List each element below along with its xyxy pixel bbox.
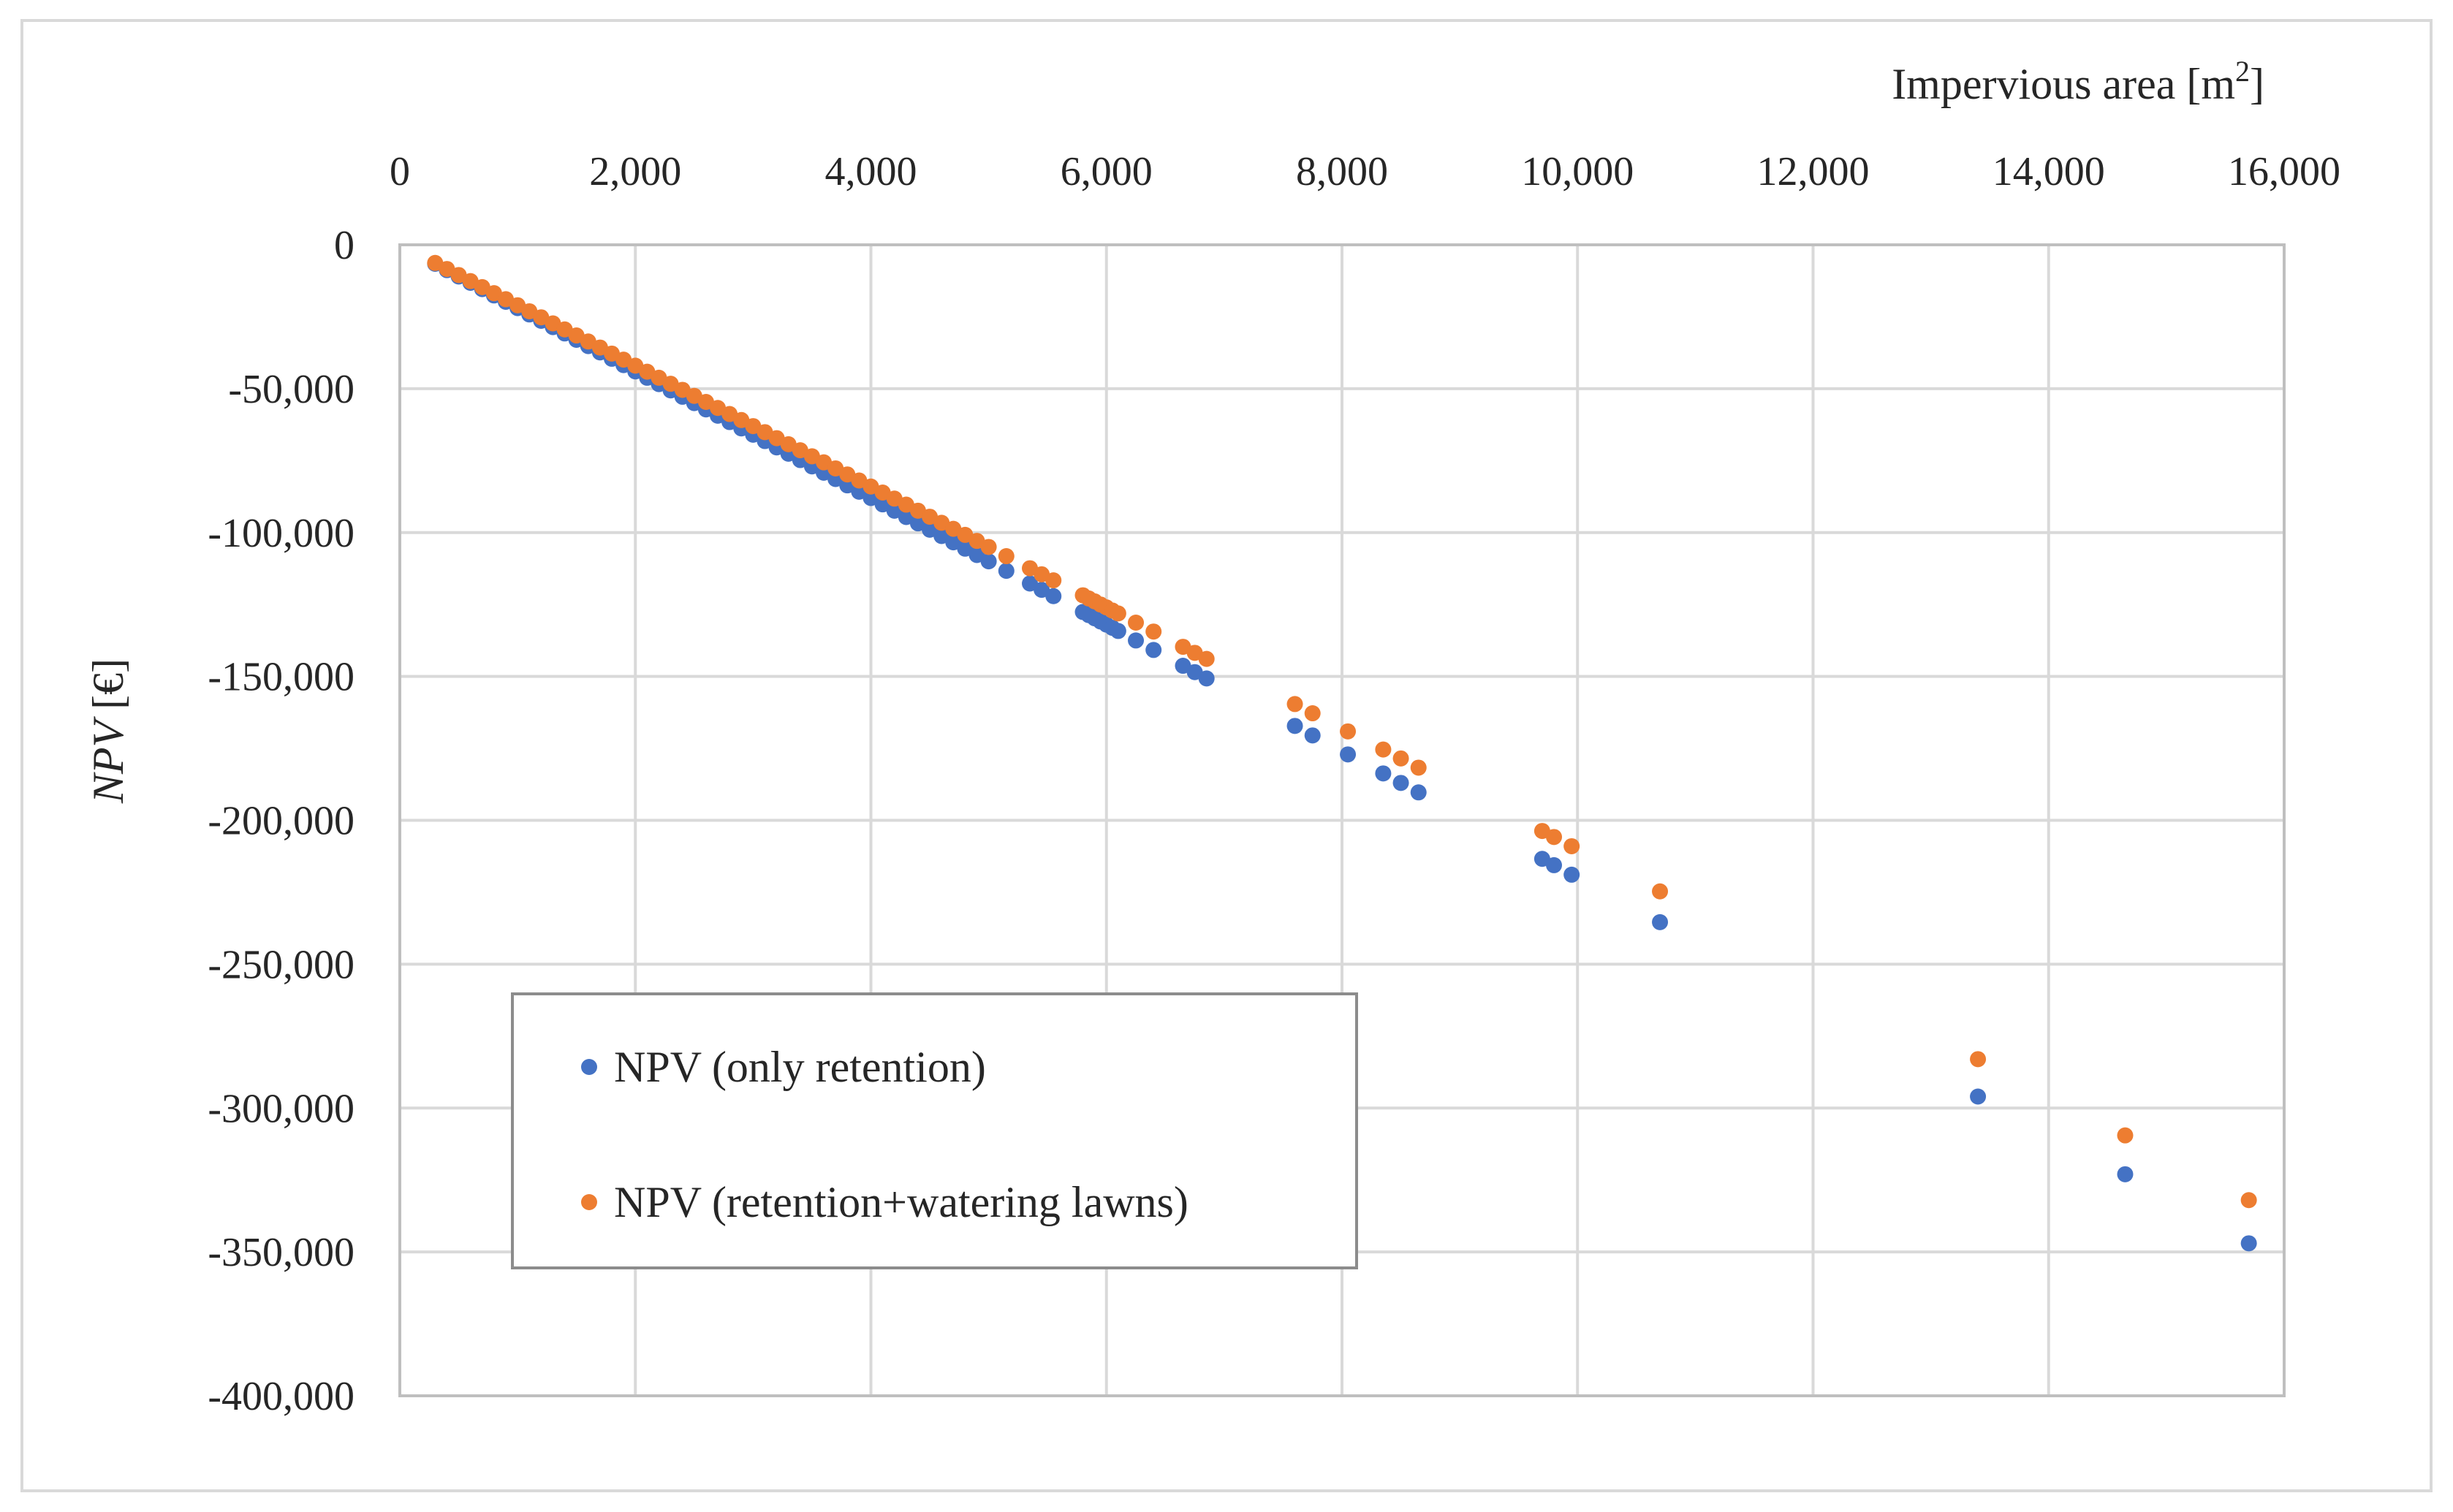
data-point <box>1410 759 1427 776</box>
legend-marker-only-retention <box>581 1059 597 1075</box>
legend-marker-retention-watering <box>581 1194 597 1210</box>
data-point <box>980 539 997 555</box>
data-point <box>1563 837 1580 854</box>
y-tick-label: -350,000 <box>208 1230 355 1275</box>
data-point <box>1186 664 1203 680</box>
x-tick-label: 14,000 <box>1993 149 2105 194</box>
y-tick-label: -50,000 <box>228 367 355 412</box>
y-tick-label: -400,000 <box>208 1374 355 1419</box>
data-point <box>968 547 985 563</box>
data-point <box>980 553 997 570</box>
x-tick-label: 2,000 <box>589 149 681 194</box>
data-point <box>1970 1051 1987 1068</box>
data-point <box>922 521 939 538</box>
data-point <box>1410 784 1427 801</box>
y-tick-label: -200,000 <box>208 799 355 844</box>
x-tick-label: 8,000 <box>1296 149 1388 194</box>
data-point <box>1198 670 1215 687</box>
data-point <box>1392 775 1409 791</box>
y-tick-label: 0 <box>334 223 355 268</box>
data-point <box>933 528 950 544</box>
data-point <box>1175 658 1191 675</box>
data-point <box>1392 750 1409 767</box>
x-axis-title: Impervious area [m2] <box>1892 55 2264 108</box>
data-point <box>1145 642 1162 658</box>
x-tick-label: 12,000 <box>1757 149 1870 194</box>
data-point <box>898 509 914 525</box>
x-axis-title-superscript: 2 <box>2235 55 2250 88</box>
data-point <box>1034 582 1050 599</box>
y-tick-label: -300,000 <box>208 1086 355 1131</box>
data-series <box>427 254 2257 1252</box>
legend-label-retention-watering: NPV (retention+watering lawns) <box>614 1178 1188 1226</box>
data-point <box>1563 866 1580 883</box>
data-point <box>957 540 974 557</box>
data-point <box>1128 614 1145 631</box>
data-point <box>909 515 926 532</box>
y-tick-label: -100,000 <box>208 511 355 556</box>
x-tick-label: 10,000 <box>1521 149 1634 194</box>
data-point <box>1340 723 1357 740</box>
plot-area-frame <box>398 243 2286 1397</box>
chart-area-border <box>20 19 2433 1492</box>
series-only-retention <box>427 255 2257 1252</box>
data-point <box>1970 1088 1987 1105</box>
data-point <box>2240 1235 2257 1252</box>
legend: NPV (only retention) NPV (retention+wate… <box>511 992 1358 1269</box>
data-point <box>1652 913 1669 930</box>
data-point <box>1045 572 1062 589</box>
x-axis-tick-labels: 0 2,000 4,000 6,000 8,000 10,000 12,000 14,000 1… <box>390 149 2340 194</box>
y-axis-title-italic: NPV <box>84 715 132 804</box>
x-axis-title-suffix: ] <box>2250 60 2264 108</box>
data-point <box>945 534 962 551</box>
data-point <box>1110 605 1126 622</box>
legend-label-only-retention: NPV (only retention) <box>614 1043 986 1091</box>
x-tick-label: 6,000 <box>1061 149 1153 194</box>
x-tick-label: 0 <box>390 149 410 194</box>
data-point <box>1375 765 1392 782</box>
data-point <box>2240 1192 2257 1209</box>
x-axis-title-main: Impervious area [m <box>1892 60 2235 108</box>
x-tick-label: 16,000 <box>2228 149 2340 194</box>
y-axis-title: NPV [€] <box>84 658 132 804</box>
data-point <box>1375 741 1392 758</box>
data-point <box>2117 1127 2134 1144</box>
data-point <box>1304 705 1321 722</box>
data-point <box>1198 650 1215 667</box>
data-point <box>1546 829 1563 846</box>
y-axis-title-unit: [€] <box>84 658 132 721</box>
data-point <box>1546 856 1563 873</box>
legend-box <box>511 992 1358 1269</box>
data-point <box>1145 623 1162 640</box>
data-point <box>1304 727 1321 744</box>
y-tick-label: -250,000 <box>208 942 355 987</box>
y-axis-tick-labels: 0 -50,000 -100,000 -150,000 -200,000 -250,000… <box>208 223 355 1419</box>
x-tick-label: 4,000 <box>825 149 917 194</box>
data-point <box>1286 718 1303 734</box>
data-point <box>1533 851 1550 867</box>
data-point <box>1340 746 1357 763</box>
data-point <box>1110 623 1126 639</box>
data-point <box>1045 588 1062 604</box>
data-point <box>2117 1166 2134 1182</box>
data-point <box>1652 883 1669 900</box>
series-retention-watering <box>427 254 2257 1209</box>
data-point <box>1286 696 1303 713</box>
data-point <box>998 563 1015 580</box>
y-tick-label: -150,000 <box>208 655 355 700</box>
data-point <box>1022 575 1039 592</box>
data-point <box>998 548 1015 565</box>
data-point <box>1128 632 1145 649</box>
